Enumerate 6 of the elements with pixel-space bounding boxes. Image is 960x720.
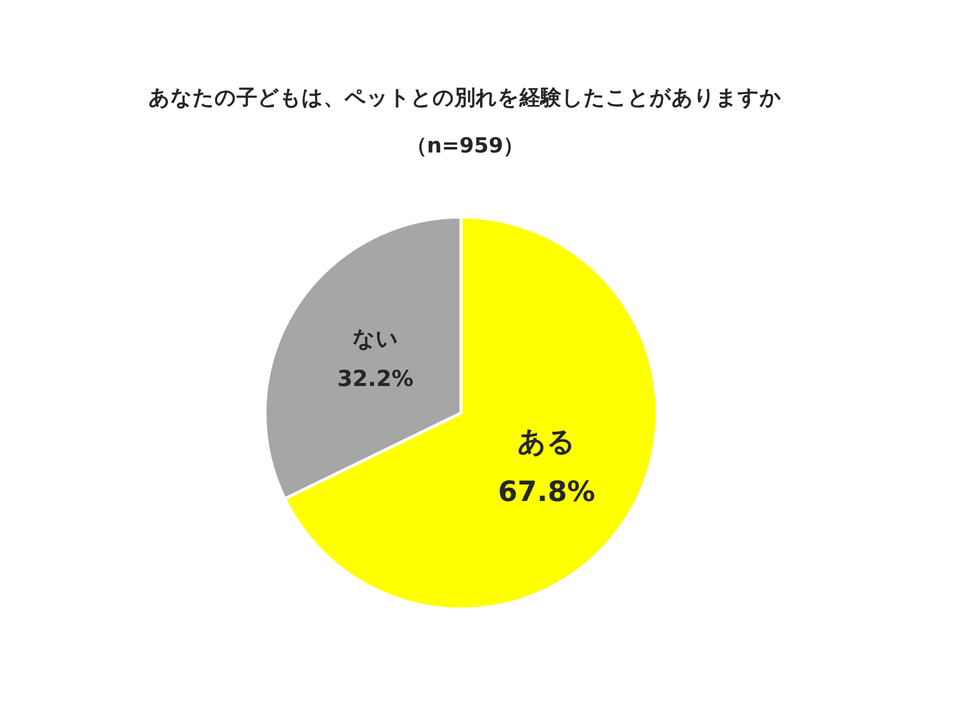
chart-subtitle: （n=959） (406, 134, 524, 158)
slice-label: ある (518, 425, 576, 458)
data-label: 67.8% (498, 475, 596, 508)
chart-title: あなたの子どもは、ペットとの別れを経験したことがありますか (148, 86, 782, 110)
data-label: 32.2% (337, 366, 414, 392)
slice-label: ない (352, 326, 398, 352)
